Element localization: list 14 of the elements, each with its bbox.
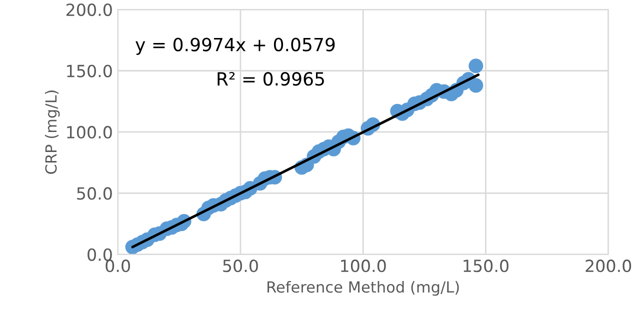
x-tick-label: 50.0: [223, 260, 258, 272]
x-tick-label: 0.0: [106, 260, 130, 272]
annotation: R² = 0.9965: [218, 72, 324, 86]
y-axis-title: CRP (mg/L): [44, 90, 60, 174]
y-tick-label: 0.0: [88, 248, 112, 261]
x-axis-title: Reference Method (mg/L): [268, 280, 459, 296]
y-tick-label: 50.0: [77, 187, 112, 200]
x-tick-label: 200.0: [586, 260, 632, 272]
y-tick-label: 100.0: [67, 126, 112, 139]
x-tick-label: 150.0: [464, 260, 508, 272]
x-tick-label: 100.0: [341, 260, 386, 272]
y-tick-label: 150.0: [67, 64, 112, 78]
annotation: y = 0.9974x + 0.0579: [136, 38, 335, 55]
y-tick-label: 200.0: [66, 4, 112, 16]
